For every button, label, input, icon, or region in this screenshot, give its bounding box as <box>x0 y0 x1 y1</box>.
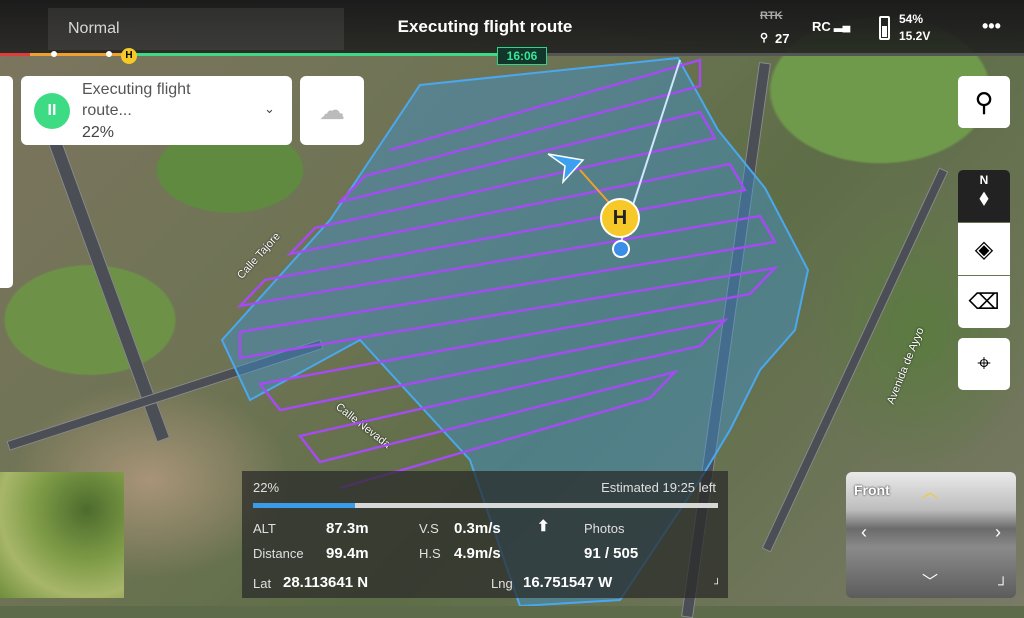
cloud-sync-off-button[interactable]: ☁ <box>300 76 364 145</box>
clear-route-button[interactable]: ⌫ <box>958 276 1010 328</box>
chevron-left-icon[interactable]: ‹ <box>861 522 867 542</box>
vs-label: V.S <box>419 521 439 536</box>
lat-label: Lat <box>253 576 272 591</box>
expand-corner-icon[interactable]: ┘ <box>998 576 1008 592</box>
distance-value: 99.4m <box>326 545 369 562</box>
task-progress: 22% <box>82 124 115 141</box>
lng-value: 16.751547 W <box>523 574 613 591</box>
home-timeline-marker: H <box>121 48 137 64</box>
search-icon: ⚲ <box>974 86 994 117</box>
lat-value: 28.113641 N <box>283 574 369 591</box>
chevron-up-icon[interactable]: ︿ <box>922 484 939 501</box>
flight-route <box>236 58 779 490</box>
battery-percent: 54% <box>899 12 924 26</box>
photos-label: Photos <box>584 521 625 536</box>
eraser-icon: ⌫ <box>968 289 1000 314</box>
top-bar: Normal Executing flight route RTK ⚲ 27 R… <box>0 0 1024 54</box>
collapse-corner-icon[interactable]: ┘ <box>714 579 722 590</box>
more-menu-button[interactable]: ••• <box>982 16 1001 36</box>
battery-icon <box>879 16 890 40</box>
camera-preview[interactable]: Front ︿ ‹ › ﹀ ┘ <box>846 472 1016 598</box>
photos-count: 91 / 505 <box>584 545 639 562</box>
task-status-card[interactable]: II Executing flight route... 22% ⌄ <box>21 76 292 145</box>
chevron-right-icon[interactable]: › <box>995 522 1001 542</box>
hs-value: 4.9m/s <box>454 545 501 562</box>
compass-icon: ⬧ <box>979 187 989 209</box>
arrow-up-icon: ⬆ <box>537 518 550 535</box>
compass-button[interactable]: N ⬧ <box>958 170 1010 222</box>
flight-mode-selector[interactable]: Normal <box>48 8 344 50</box>
signal-bars-icon: ▂▄ <box>834 20 851 32</box>
map-layers-button[interactable]: ◈ <box>958 223 1010 275</box>
cloud-off-icon: ☁ <box>319 95 345 125</box>
satellite-count: 27 <box>775 31 790 46</box>
flight-route-lines <box>236 58 779 490</box>
telemetry-panel: 22% Estimated 19:25 left ALT 87.3m V.S 0… <box>242 471 728 598</box>
page-title: Executing flight route <box>397 17 573 36</box>
distance-label: Distance <box>253 546 304 561</box>
compass-north-label: N <box>979 173 989 187</box>
alt-label: ALT <box>253 521 276 536</box>
chevron-down-icon[interactable]: ⌄ <box>264 101 275 116</box>
task-status-text: Executing flight route... <box>82 81 191 119</box>
lng-label: Lng <box>491 576 513 591</box>
satellite-icon: ⚲ <box>760 32 769 44</box>
pause-button[interactable]: II <box>34 93 70 129</box>
hs-label: H.S <box>419 546 441 561</box>
home-point-marker[interactable]: H <box>600 198 640 238</box>
rtk-status[interactable]: RTK <box>760 10 783 22</box>
aircraft-icon <box>547 153 585 185</box>
remaining-time: 16:06 <box>497 47 547 65</box>
map-thumbnail[interactable] <box>0 472 124 598</box>
estimated-time-left: Estimated 19:25 left <box>601 480 716 495</box>
route-progress-bar <box>253 503 718 508</box>
alt-value: 87.3m <box>326 520 369 537</box>
layers-icon: ◈ <box>974 235 994 263</box>
battery-voltage: 15.2V <box>899 29 931 43</box>
left-drawer-handle[interactable] <box>0 76 13 288</box>
progress-percent: 22% <box>253 480 280 495</box>
locate-button[interactable]: ⌖ <box>958 338 1010 390</box>
search-button[interactable]: ⚲ <box>958 76 1010 128</box>
locate-icon: ⌖ <box>977 350 991 377</box>
vs-value: 0.3m/s <box>454 520 501 537</box>
camera-view-label: Front <box>854 482 890 498</box>
rc-signal-label[interactable]: RC <box>812 19 831 34</box>
chevron-down-icon[interactable]: ﹀ <box>922 574 939 591</box>
remote-controller-location-icon <box>612 240 630 258</box>
